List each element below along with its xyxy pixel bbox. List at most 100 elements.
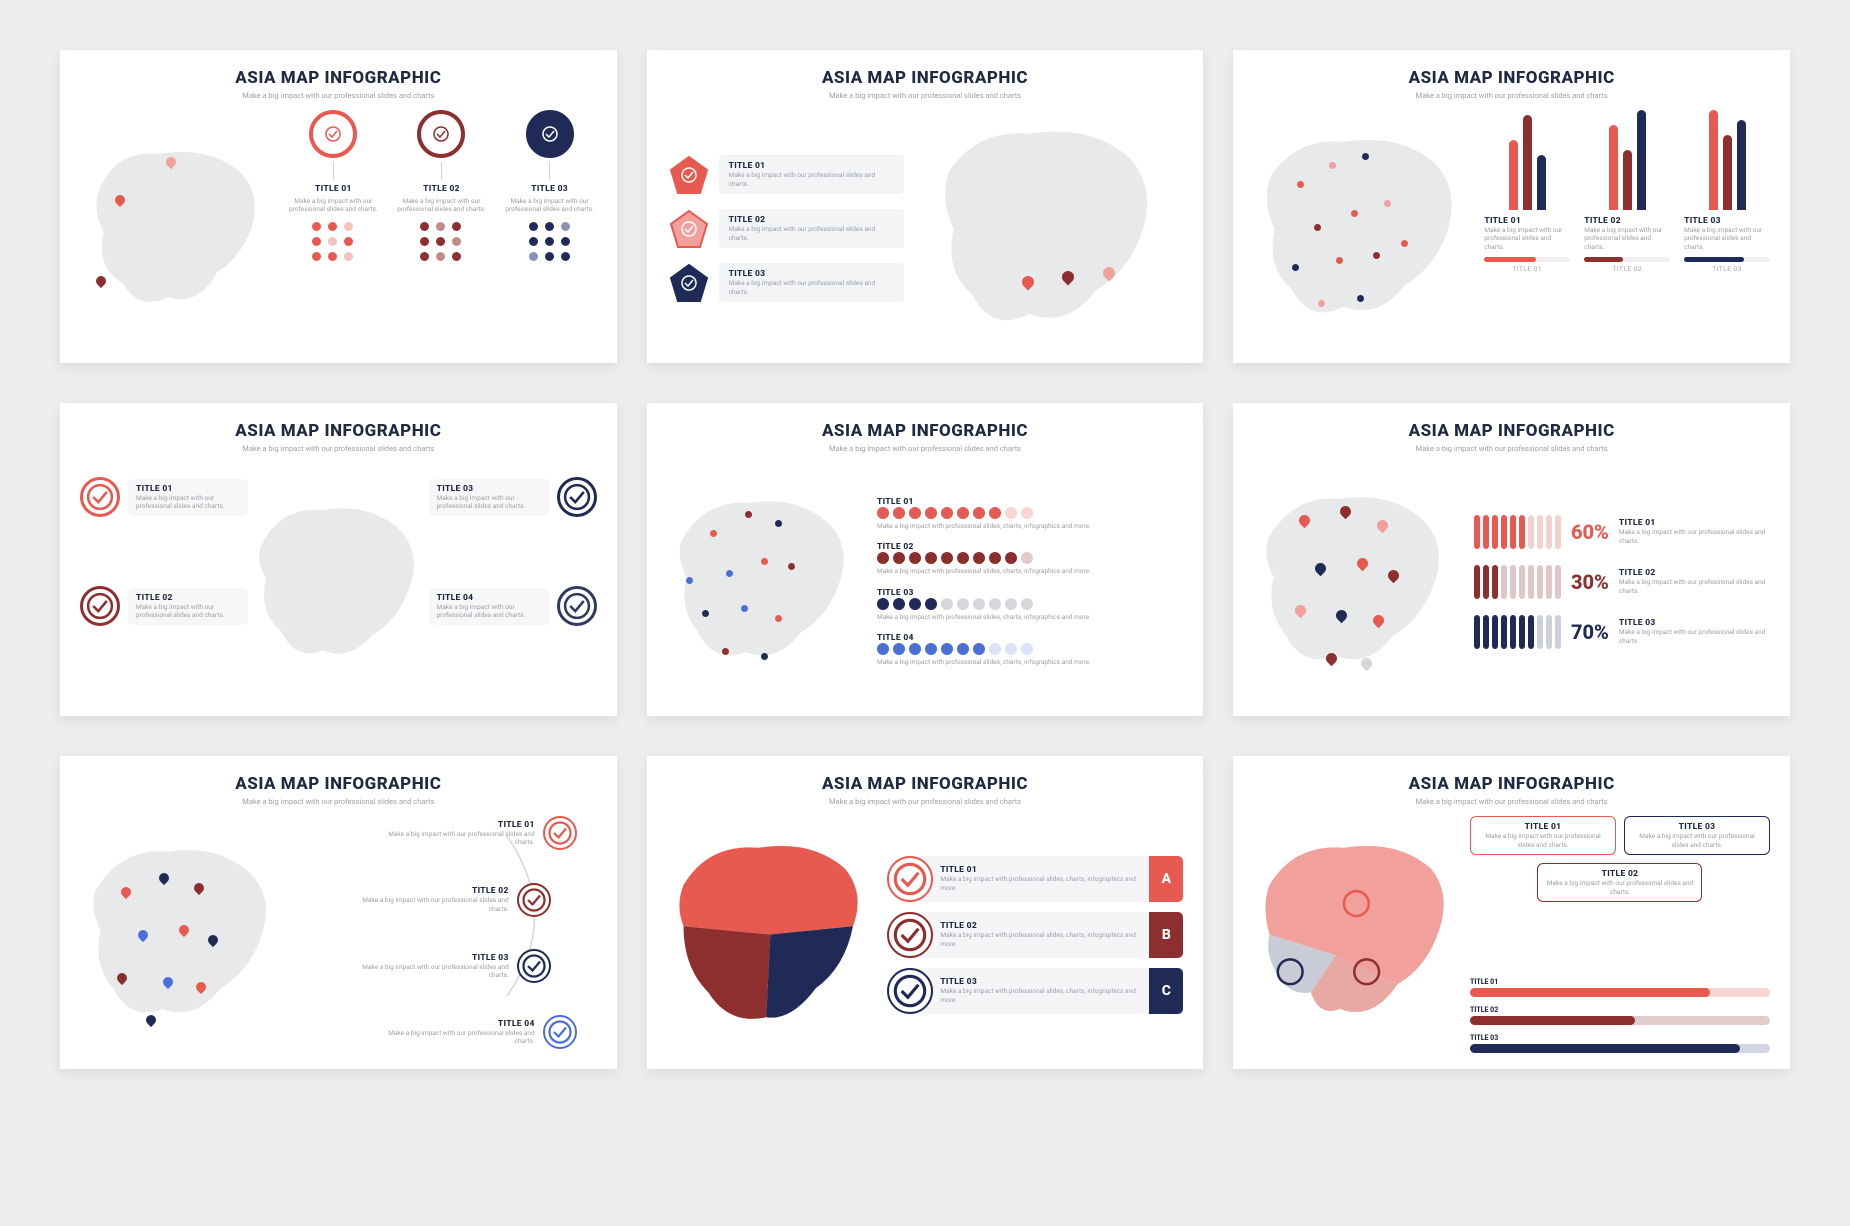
dot-row — [877, 643, 1183, 655]
slide-header: ASIA MAP INFOGRAPHIC Make a big impact w… — [667, 68, 1184, 100]
slide-title: ASIA MAP INFOGRAPHIC — [80, 774, 597, 794]
slide-6: ASIA MAP INFOGRAPHIC Make a big impact w… — [1233, 403, 1790, 716]
bar-title: TITLE 03 — [1470, 1034, 1770, 1042]
slide-title: ASIA MAP INFOGRAPHIC — [1253, 421, 1770, 441]
slide-header: ASIA MAP INFOGRAPHIC Make a big impact w… — [667, 774, 1184, 806]
col-title: TITLE 02 — [423, 184, 460, 194]
callout-1: TITLE 01Make a big impact with our profe… — [80, 477, 248, 517]
pct-label: TITLE 02Make a big impact with our profe… — [1619, 568, 1770, 595]
slide-subtitle: Make a big impact with our professional … — [667, 91, 1184, 100]
pct-label: TITLE 01Make a big impact with our profe… — [1619, 518, 1770, 545]
outline-box-2: TITLE 03Make a big impact with our profe… — [1624, 816, 1770, 855]
arc-item-1: TITLE 01Make a big impact with our profe… — [375, 816, 577, 850]
arc-item-3: TITLE 03Make a big impact with our profe… — [349, 949, 551, 983]
outline-box-1: TITLE 01Make a big impact with our profe… — [1470, 816, 1616, 855]
bar-subtitle: TITLE 01 — [1484, 265, 1570, 273]
slide-header: ASIA MAP INFOGRAPHIC Make a big impact w… — [80, 774, 597, 806]
connector-line — [333, 162, 334, 180]
bar-title: TITLE 02 — [1584, 216, 1670, 226]
callout-label: TITLE 03Make a big impact with our profe… — [429, 479, 549, 516]
slide-title: ASIA MAP INFOGRAPHIC — [1253, 774, 1770, 794]
pct-row-2: 30% TITLE 02Make a big impact with our p… — [1474, 565, 1770, 599]
pct-row-3: 70% TITLE 03Make a big impact with our p… — [1474, 615, 1770, 649]
map-dot — [1351, 210, 1358, 217]
bar-group — [1484, 110, 1570, 210]
asia-map — [1253, 110, 1470, 347]
badge-row-1: TITLE 01Make a big impact with professio… — [887, 856, 1183, 902]
ring-icon — [887, 856, 933, 902]
pentagon-item-2: TITLE 02 Make a big impact with our prof… — [667, 207, 905, 251]
pentagon-item-3: TITLE 03 Make a big impact with our prof… — [667, 261, 905, 305]
ring-icon — [887, 968, 933, 1014]
callout-label: TITLE 01Make a big impact with our profe… — [128, 479, 248, 516]
map-dot — [1384, 200, 1391, 207]
slide-9: ASIA MAP INFOGRAPHIC Make a big impact w… — [1233, 756, 1790, 1069]
asia-map — [80, 816, 287, 1053]
arc-label: TITLE 01Make a big impact with our profe… — [375, 820, 535, 847]
slide-header: ASIA MAP INFOGRAPHIC Make a big impact w… — [667, 421, 1184, 453]
slide-subtitle: Make a big impact with our professional … — [667, 797, 1184, 806]
dot-row-2: TITLE 02 Make a big impact with professi… — [877, 542, 1183, 575]
slide-title: ASIA MAP INFOGRAPHIC — [80, 68, 597, 88]
ring-icon — [887, 912, 933, 958]
slide-subtitle: Make a big impact with our professional … — [1253, 91, 1770, 100]
pentagon-icon — [667, 153, 711, 197]
bar-title: TITLE 02 — [1470, 1006, 1770, 1014]
col-desc: Make a big impact with our professional … — [394, 197, 488, 214]
pentagon-icon — [667, 261, 711, 305]
progress-bar — [1484, 257, 1570, 262]
progress-bar — [1470, 988, 1770, 997]
pentagon-label: TITLE 02 Make a big impact with our prof… — [719, 209, 905, 248]
percentage: 30% — [1571, 570, 1609, 594]
arc-label: TITLE 03Make a big impact with our profe… — [349, 953, 509, 980]
map-dot — [722, 648, 729, 655]
slide-4: ASIA MAP INFOGRAPHIC Make a big impact w… — [60, 403, 617, 716]
slide-subtitle: Make a big impact with our professional … — [1253, 444, 1770, 453]
map-dot — [775, 520, 782, 527]
badge-label: TITLE 03Make a big impact with professio… — [910, 968, 1149, 1014]
slide-title: ASIA MAP INFOGRAPHIC — [667, 421, 1184, 441]
letter-badge: C — [1149, 968, 1183, 1014]
callout-label: TITLE 02Make a big impact with our profe… — [128, 588, 248, 625]
callout-3: TITLE 03Make a big impact with our profe… — [429, 477, 597, 517]
percentage: 70% — [1571, 620, 1609, 644]
badge-row-3: TITLE 03Make a big impact with professio… — [887, 968, 1183, 1014]
slide-header: ASIA MAP INFOGRAPHIC Make a big impact w… — [1253, 774, 1770, 806]
bar-column-3: TITLE 03 Make a big impact with our prof… — [1684, 110, 1770, 347]
progress-item-1: TITLE 01 — [1470, 978, 1770, 997]
region-east — [766, 927, 853, 1018]
row-desc: Make a big impact with professional slid… — [877, 567, 1183, 575]
pentagon-icon — [667, 207, 711, 251]
slide-grid: ASIA MAP INFOGRAPHIC Make a big impact w… — [60, 50, 1790, 1069]
ring-icon — [543, 1015, 577, 1049]
col-desc: Make a big impact with our professional … — [286, 197, 380, 214]
bar-subtitle: TITLE 02 — [1584, 265, 1670, 273]
dot-row — [877, 507, 1183, 519]
dot-row-1: TITLE 01 Make a big impact with professi… — [877, 497, 1183, 530]
col-title: TITLE 01 — [315, 184, 352, 194]
row-title: TITLE 01 — [877, 497, 1183, 507]
pct-row-1: 60% TITLE 01Make a big impact with our p… — [1474, 515, 1770, 549]
slide-subtitle: Make a big impact with our professional … — [667, 444, 1184, 453]
ring-icon — [517, 949, 551, 983]
slide-subtitle: Make a big impact with our professional … — [80, 91, 597, 100]
progress-bar — [1584, 257, 1670, 262]
ring-icon — [517, 883, 551, 917]
map-dot — [710, 530, 717, 537]
ring-icon — [309, 110, 357, 158]
pentagon-item-1: TITLE 01 Make a big impact with our prof… — [667, 153, 905, 197]
map-dot — [761, 653, 768, 660]
dot-row — [877, 552, 1183, 564]
col-desc: Make a big impact with our professional … — [503, 197, 597, 214]
slide-7: ASIA MAP INFOGRAPHIC Make a big impact w… — [60, 756, 617, 1069]
asia-map-shaded — [1253, 816, 1460, 1053]
asia-map — [1253, 463, 1460, 700]
map-dot — [726, 570, 733, 577]
callout-2: TITLE 02Make a big impact with our profe… — [80, 586, 248, 626]
col-title: TITLE 03 — [531, 184, 568, 194]
slide-1: ASIA MAP INFOGRAPHIC Make a big impact w… — [60, 50, 617, 363]
map-dot — [1362, 153, 1369, 160]
slide-2: ASIA MAP INFOGRAPHIC Make a big impact w… — [647, 50, 1204, 363]
dot-grid — [529, 222, 571, 261]
dot-row-4: TITLE 04 Make a big impact with professi… — [877, 633, 1183, 666]
